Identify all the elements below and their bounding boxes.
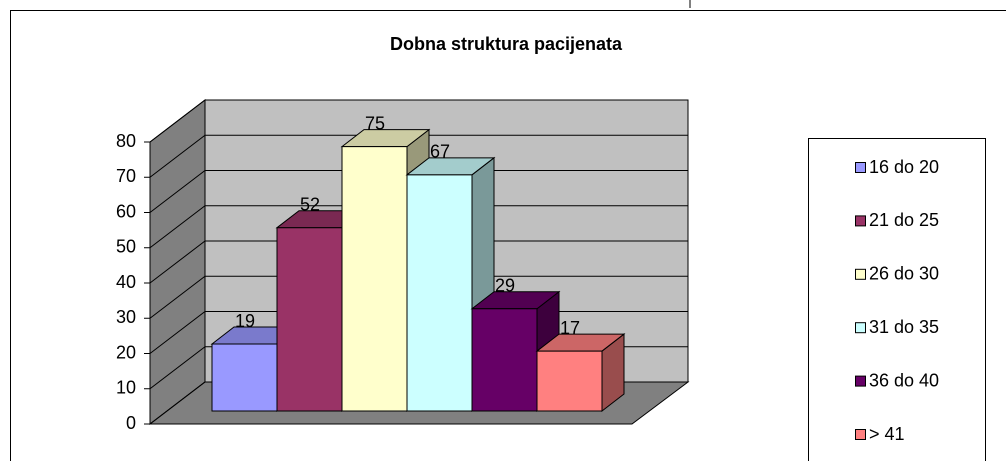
y-tick-label: 40 (116, 272, 136, 292)
legend-label: 16 do 20 (869, 157, 939, 177)
y-tick-label: 70 (116, 166, 136, 186)
legend-label: > 41 (869, 424, 905, 444)
chart-border (10, 10, 1006, 461)
legend-swatch (855, 162, 866, 173)
legend-swatch (855, 429, 866, 440)
data-label: 17 (560, 318, 580, 338)
legend-label: 26 do 30 (869, 264, 939, 284)
grid-line (149, 99, 688, 143)
y-tick-label: 30 (116, 307, 136, 327)
y-tick-label: 10 (116, 378, 136, 398)
bar-front (276, 227, 343, 412)
y-tick-label: 50 (116, 237, 136, 257)
bar-front (211, 343, 278, 412)
data-label: 52 (300, 194, 320, 214)
legend-label: 36 do 40 (869, 370, 939, 390)
y-tick-label: 60 (116, 201, 136, 221)
grid-line (149, 205, 688, 249)
legend-swatch (855, 215, 866, 227)
bar-front (536, 350, 603, 412)
legend (808, 138, 986, 461)
data-label: 67 (430, 142, 450, 162)
legend-label: 21 do 25 (869, 210, 939, 230)
bar-front (341, 146, 408, 412)
grid-line (149, 134, 688, 178)
data-label: 29 (495, 276, 515, 296)
legend-label: 31 do 35 (869, 317, 939, 337)
grid-line (149, 275, 688, 319)
y-tick-label: 20 (116, 342, 136, 362)
y-tick-label: 80 (116, 131, 136, 151)
data-label: 19 (235, 311, 255, 331)
bar-front (406, 174, 473, 412)
chart-title: Dobna struktura pacijenata (390, 34, 623, 54)
data-label: 75 (365, 113, 385, 133)
y-tick-label: 0 (126, 413, 136, 433)
legend-swatch (855, 268, 866, 280)
bar (535, 333, 626, 413)
bar-front (471, 308, 538, 412)
grid-line (149, 240, 688, 284)
legend-swatch (855, 322, 866, 334)
legend-swatch (855, 375, 866, 387)
grid-line (149, 170, 688, 213)
